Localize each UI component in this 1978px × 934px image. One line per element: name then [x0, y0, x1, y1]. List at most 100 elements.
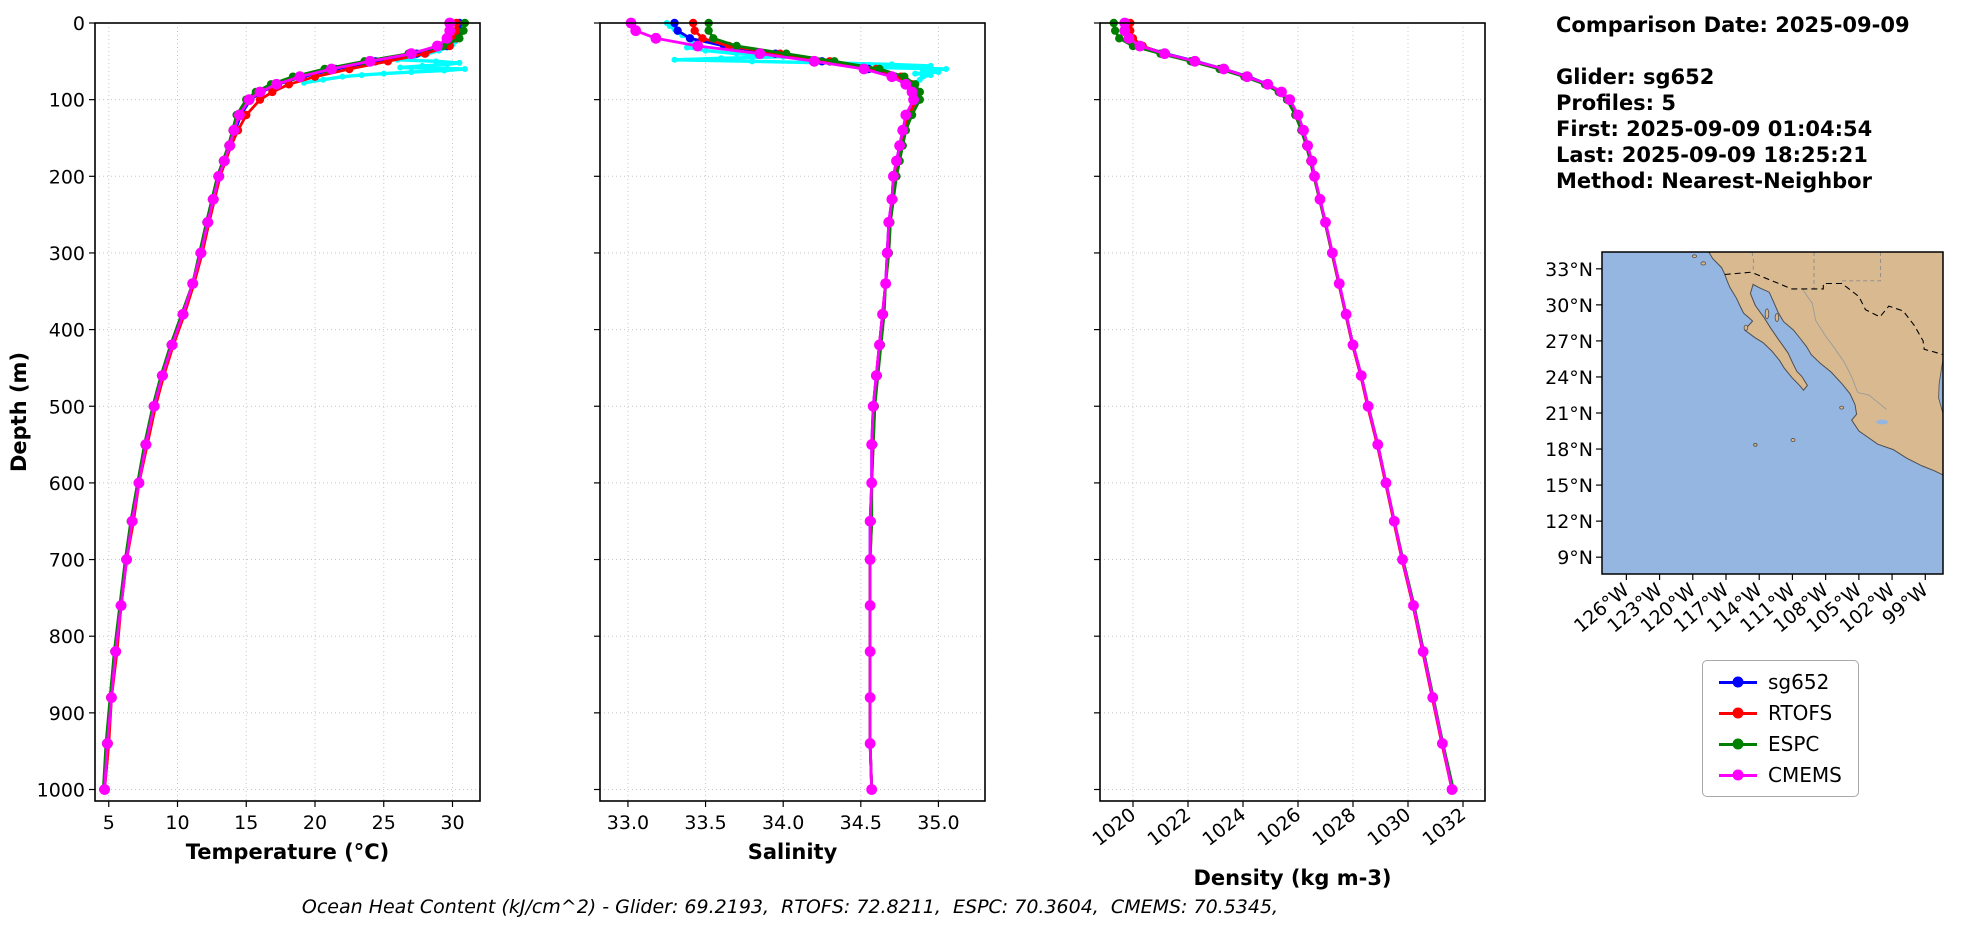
- lake: [1876, 419, 1889, 425]
- legend-line-swatch: [1719, 707, 1757, 719]
- y-tick-label: 700: [49, 550, 85, 572]
- lat-tick-label: 27°N: [1545, 331, 1593, 353]
- lat-tick-label: 18°N: [1545, 439, 1593, 461]
- x-tick-label: 25: [372, 812, 396, 834]
- y-tick-label: 900: [49, 703, 85, 725]
- lat-tick-label: 30°N: [1545, 295, 1593, 317]
- info-gap: [1556, 38, 1976, 64]
- profile-chart-1: 5 10 15 20 25 3001002003004005006007008009001…: [37, 13, 481, 864]
- y-tick-label: 500: [49, 396, 85, 418]
- y-tick-label: 600: [49, 473, 85, 495]
- state-boundary: [1857, 392, 1887, 410]
- y-tick-label: 200: [49, 166, 85, 188]
- legend-label: CMEMS: [1768, 763, 1842, 787]
- series-RTOFS: [1126, 18, 1457, 794]
- first-profile-time-text: First: 2025-09-09 01:04:54: [1556, 117, 1873, 141]
- island: [1839, 405, 1845, 410]
- legend-label: ESPC: [1768, 732, 1820, 756]
- lat-tick-label: 24°N: [1545, 367, 1593, 389]
- y-tick-label: 1000: [37, 780, 85, 802]
- glider-name-text: Glider: sg652: [1556, 65, 1715, 89]
- series-sg652: [670, 18, 920, 794]
- legend-marker-dot: [1732, 769, 1744, 781]
- profile-chart-2: 33.0 33.5 34.0 34.5 35.0 Salinity: [594, 17, 986, 864]
- legend-item-CMEMS: CMEMS: [1719, 763, 1842, 787]
- y-tick-label: 800: [49, 626, 85, 648]
- x-tick-label: 34.5: [840, 812, 882, 834]
- island: [1764, 308, 1770, 320]
- island: [1790, 438, 1796, 443]
- grid: [95, 22, 480, 801]
- x-tick-label: 1024: [1198, 804, 1250, 851]
- x-axis-label: Density (kg m-3): [1193, 866, 1391, 890]
- axes-frame: [94, 22, 481, 802]
- x-axis-label: Temperature (°C): [186, 840, 389, 864]
- series-line-RTOFS: [1128, 23, 1454, 790]
- profiles-count-text: Profiles: 5: [1556, 91, 1677, 115]
- lat-tick-label: 9°N: [1557, 547, 1593, 569]
- y-tick-label: 0: [73, 13, 85, 35]
- series-CMEMS: [99, 17, 456, 795]
- x-tick-label: 34.0: [762, 812, 804, 834]
- legend-item-RTOFS: RTOFS: [1719, 701, 1842, 725]
- legend-marker-dot: [1732, 707, 1744, 719]
- axes-frame: [1099, 22, 1486, 802]
- grid: [600, 22, 985, 801]
- legend-line-swatch: [1719, 676, 1757, 688]
- axes-frame: [599, 22, 986, 802]
- lat-tick-label: 15°N: [1545, 475, 1593, 497]
- x-tick-label: 1022: [1143, 804, 1195, 851]
- island: [1691, 254, 1698, 259]
- x-tick-label: 15: [234, 812, 258, 834]
- x-tick-label: 1028: [1308, 804, 1360, 851]
- series-ESPC: [1109, 18, 1458, 794]
- y-tick-label: 100: [49, 90, 85, 112]
- x-tick-label: 1020: [1088, 804, 1140, 851]
- x-axis-label: Salinity: [748, 840, 838, 864]
- y-axis-label: Depth (m): [7, 352, 31, 472]
- series-CMEMS: [1119, 17, 1458, 795]
- x-tick-label: 10: [165, 812, 189, 834]
- state-boundary: [1802, 288, 1859, 393]
- series-line-sg652: [673, 22, 917, 790]
- landmass: [1708, 252, 1943, 476]
- lat-tick-label: 12°N: [1545, 511, 1593, 533]
- legend-marker-dot: [1732, 676, 1744, 688]
- series-CMEMS: [625, 17, 919, 795]
- profile-charts: 5 10 15 20 25 3001002003004005006007008009001…: [7, 13, 1486, 890]
- x-tick-label: 33.0: [607, 812, 649, 834]
- legend: sg652 RTOFS ESPC CMEMS: [1702, 660, 1859, 797]
- us-mexico-border: [1724, 271, 1943, 356]
- lat-tick-label: 21°N: [1545, 403, 1593, 425]
- legend-item-sg652: sg652: [1719, 670, 1842, 694]
- legend-label: RTOFS: [1768, 701, 1833, 725]
- x-tick-label: 33.5: [684, 812, 726, 834]
- x-tick-label: 5: [103, 812, 115, 834]
- series-sg652: [1123, 18, 1457, 794]
- y-tick-label: 400: [49, 320, 85, 342]
- last-profile-time-text: Last: 2025-09-09 18:25:21: [1556, 143, 1868, 167]
- island: [1743, 324, 1749, 331]
- legend-marker-dot: [1732, 738, 1744, 750]
- x-tick-label: 1032: [1418, 804, 1470, 851]
- y-tick-label: 300: [49, 243, 85, 265]
- comparison-date-text: Comparison Date: 2025-09-09: [1556, 13, 1910, 37]
- location-map: 33°N30°N27°N24°N21°N18°N15°N12°N9°N126°W…: [1545, 251, 1944, 637]
- gulf-of-mexico: [1938, 359, 1943, 414]
- legend-item-ESPC: ESPC: [1719, 732, 1842, 756]
- legend-line-swatch: [1719, 769, 1757, 781]
- map-body: [1602, 252, 1943, 574]
- info-panel: Comparison Date: 2025-09-09 Glider: sg65…: [1556, 12, 1976, 194]
- series-ESPC: [704, 18, 924, 794]
- island: [1700, 261, 1707, 266]
- figure-caption: Ocean Heat Content (kJ/cm^2) - Glider: 6…: [301, 896, 1279, 918]
- x-tick-label: 30: [440, 812, 464, 834]
- profile-chart-3: 1020 1022 1024 1026 1028 1030 1032 Density (kg …: [1088, 17, 1486, 890]
- legend-line-swatch: [1719, 738, 1757, 750]
- x-tick-label: 35.0: [917, 812, 959, 834]
- grid: [1100, 22, 1485, 801]
- x-tick-label: 1030: [1363, 804, 1415, 851]
- x-tick-label: 20: [303, 812, 327, 834]
- legend-label: sg652: [1768, 670, 1830, 694]
